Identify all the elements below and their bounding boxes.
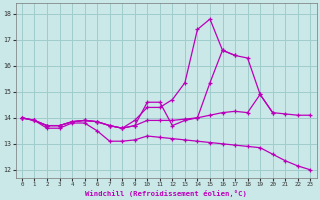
X-axis label: Windchill (Refroidissement éolien,°C): Windchill (Refroidissement éolien,°C)	[85, 190, 247, 197]
